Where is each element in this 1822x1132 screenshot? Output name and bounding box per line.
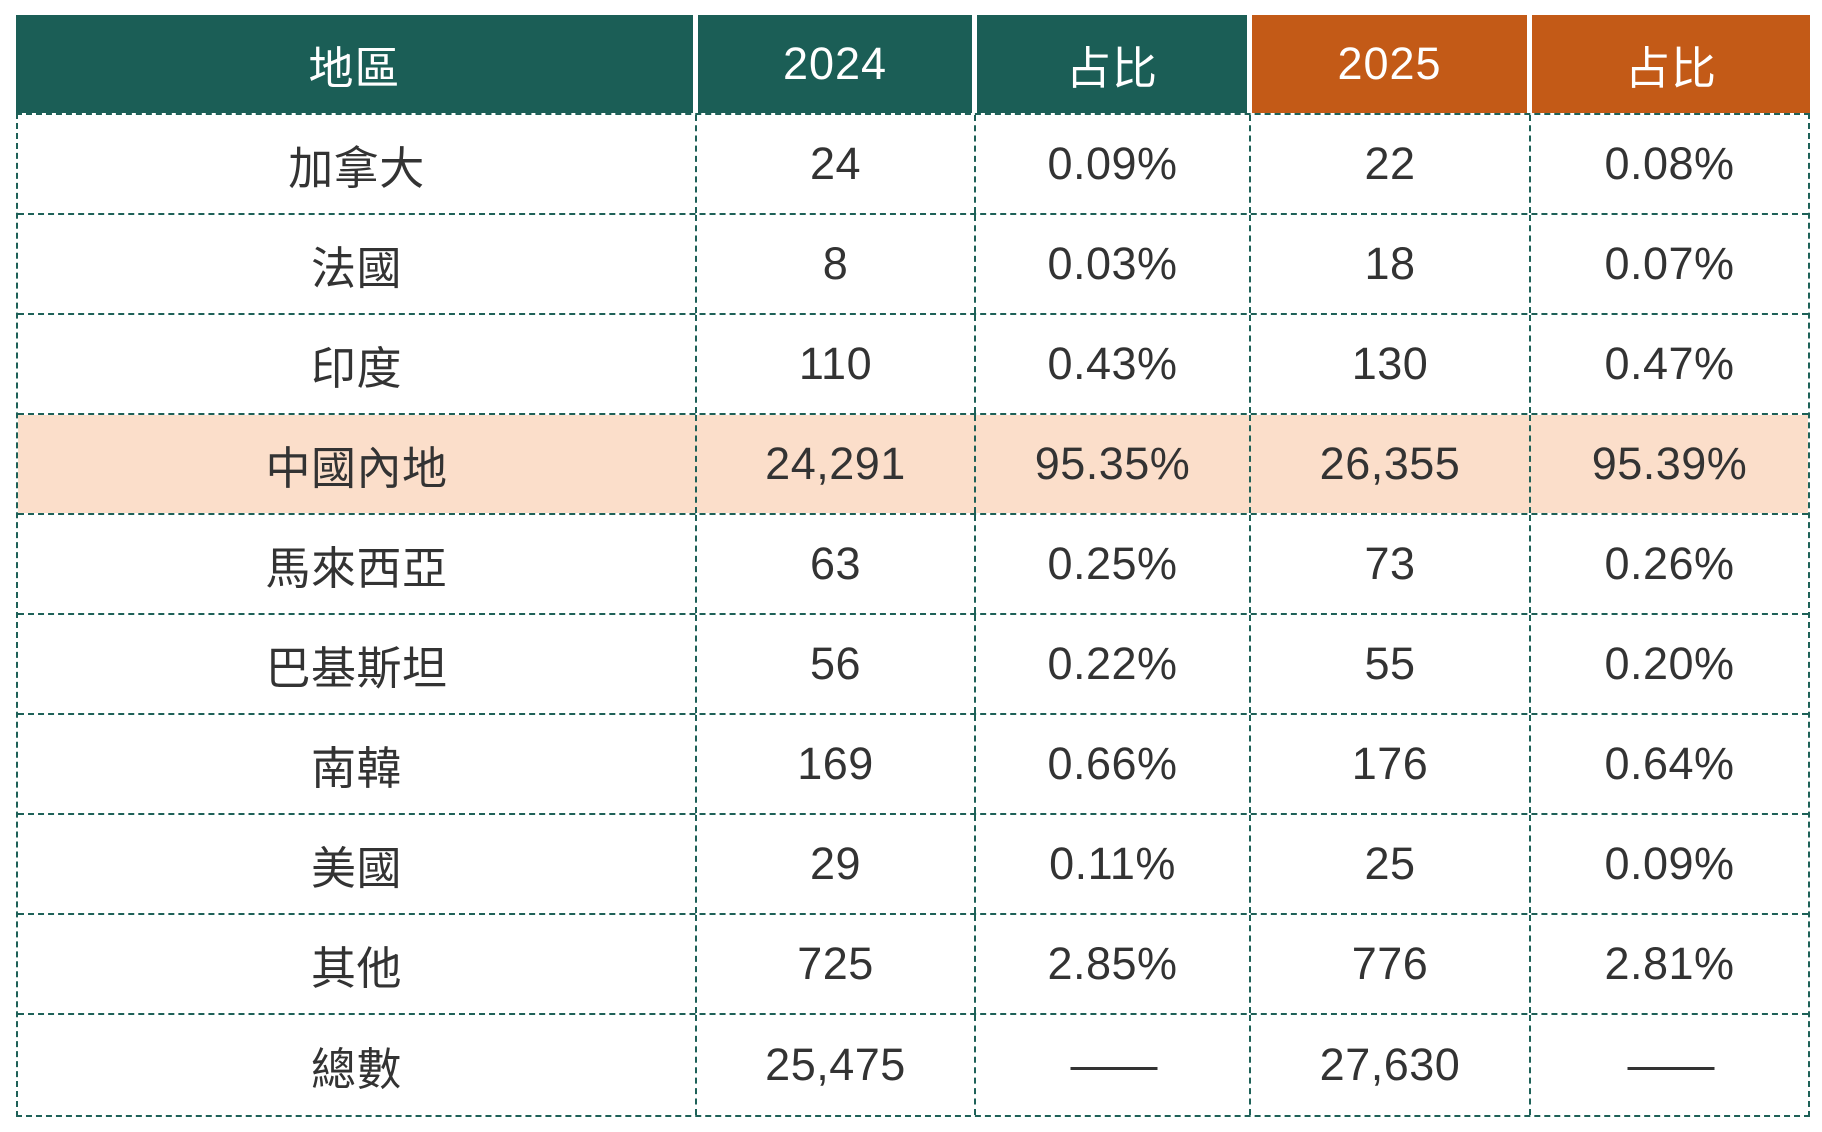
table-row: 南韓 169 0.66% 176 0.64% xyxy=(18,715,1808,815)
region-breakdown-table: 地區 2024 占比 2025 占比 加拿大 24 0.09% 22 0.08%… xyxy=(16,15,1810,1117)
table-row: 巴基斯坦 56 0.22% 55 0.20% xyxy=(18,615,1808,715)
value-2025-cell: 73 xyxy=(1249,515,1529,613)
value-2025-cell: 55 xyxy=(1249,615,1529,713)
share-2025-cell: 0.64% xyxy=(1529,715,1808,813)
table-row: 馬來西亞 63 0.25% 73 0.26% xyxy=(18,515,1808,615)
value-2025-cell: 27,630 xyxy=(1249,1015,1529,1115)
share-2024-cell: 0.43% xyxy=(974,315,1249,413)
value-2025-cell: 176 xyxy=(1249,715,1529,813)
region-cell: 總數 xyxy=(310,1043,402,1095)
column-header-2025: 2025 xyxy=(1247,15,1527,113)
share-2025-cell: 0.47% xyxy=(1529,315,1808,413)
region-cell: 其他 xyxy=(310,942,402,994)
table-row: 總數 25,475 —— 27,630 —— xyxy=(18,1015,1808,1115)
value-2024-cell: 8 xyxy=(695,215,974,313)
region-cell: 印度 xyxy=(310,342,402,394)
share-2024-cell: 0.66% xyxy=(974,715,1249,813)
share-2025-cell: 2.81% xyxy=(1529,915,1808,1013)
value-2024-cell: 25,475 xyxy=(695,1015,974,1115)
value-2025-cell: 776 xyxy=(1249,915,1529,1013)
share-2025-cell: 95.39% xyxy=(1529,415,1808,513)
share-2025-cell: 0.08% xyxy=(1529,115,1808,213)
share-2025-cell: 0.09% xyxy=(1529,815,1808,913)
share-2024-cell: 2.85% xyxy=(974,915,1249,1013)
share-2025-cell: 0.20% xyxy=(1529,615,1808,713)
table-header-row: 地區 2024 占比 2025 占比 xyxy=(16,15,1810,113)
value-2025-cell: 130 xyxy=(1249,315,1529,413)
value-2024-cell: 29 xyxy=(695,815,974,913)
share-2024-cell: 0.11% xyxy=(974,815,1249,913)
em-dash-placeholder: —— xyxy=(1627,1039,1715,1090)
region-cell: 加拿大 xyxy=(288,142,425,194)
table-row: 加拿大 24 0.09% 22 0.08% xyxy=(18,115,1808,215)
column-header-share-2024: 占比 xyxy=(972,15,1247,113)
em-dash-placeholder: —— xyxy=(1070,1039,1158,1090)
region-cell: 法國 xyxy=(310,242,402,294)
share-2024-cell: 0.25% xyxy=(974,515,1249,613)
region-cell: 巴基斯坦 xyxy=(265,642,448,694)
value-2024-cell: 63 xyxy=(695,515,974,613)
value-2025-cell: 18 xyxy=(1249,215,1529,313)
share-2025-cell: 0.26% xyxy=(1529,515,1808,613)
table-row: 法國 8 0.03% 18 0.07% xyxy=(18,215,1808,315)
share-2025-cell: 0.07% xyxy=(1529,215,1808,313)
table-row: 其他 725 2.85% 776 2.81% xyxy=(18,915,1808,1015)
region-cell: 中國內地 xyxy=(18,415,695,513)
share-2024-cell: —— xyxy=(974,1015,1249,1115)
table-row: 中國內地 24,291 95.35% 26,355 95.39% xyxy=(18,415,1808,515)
table-body: 加拿大 24 0.09% 22 0.08% 法國 8 0.03% 18 0.07… xyxy=(16,113,1810,1117)
value-2024-cell: 725 xyxy=(695,915,974,1013)
value-2024-cell: 24,291 xyxy=(695,415,974,513)
region-cell: 馬來西亞 xyxy=(265,542,448,594)
value-2024-cell: 169 xyxy=(695,715,974,813)
value-2025-cell: 22 xyxy=(1249,115,1529,213)
share-2024-cell: 0.03% xyxy=(974,215,1249,313)
region-cell: 南韓 xyxy=(310,742,402,794)
value-2025-cell: 26,355 xyxy=(1249,415,1529,513)
table-row: 印度 110 0.43% 130 0.47% xyxy=(18,315,1808,415)
table-row: 美國 29 0.11% 25 0.09% xyxy=(18,815,1808,915)
share-2024-cell: 0.09% xyxy=(974,115,1249,213)
column-header-region: 地區 xyxy=(16,15,693,113)
value-2024-cell: 24 xyxy=(695,115,974,213)
share-2025-cell: —— xyxy=(1529,1015,1808,1115)
share-2024-cell: 0.22% xyxy=(974,615,1249,713)
share-2024-cell: 95.35% xyxy=(974,415,1249,513)
column-header-share-2025: 占比 xyxy=(1527,15,1810,113)
region-cell: 美國 xyxy=(310,842,402,894)
value-2025-cell: 25 xyxy=(1249,815,1529,913)
value-2024-cell: 110 xyxy=(695,315,974,413)
column-header-2024: 2024 xyxy=(693,15,972,113)
value-2024-cell: 56 xyxy=(695,615,974,713)
